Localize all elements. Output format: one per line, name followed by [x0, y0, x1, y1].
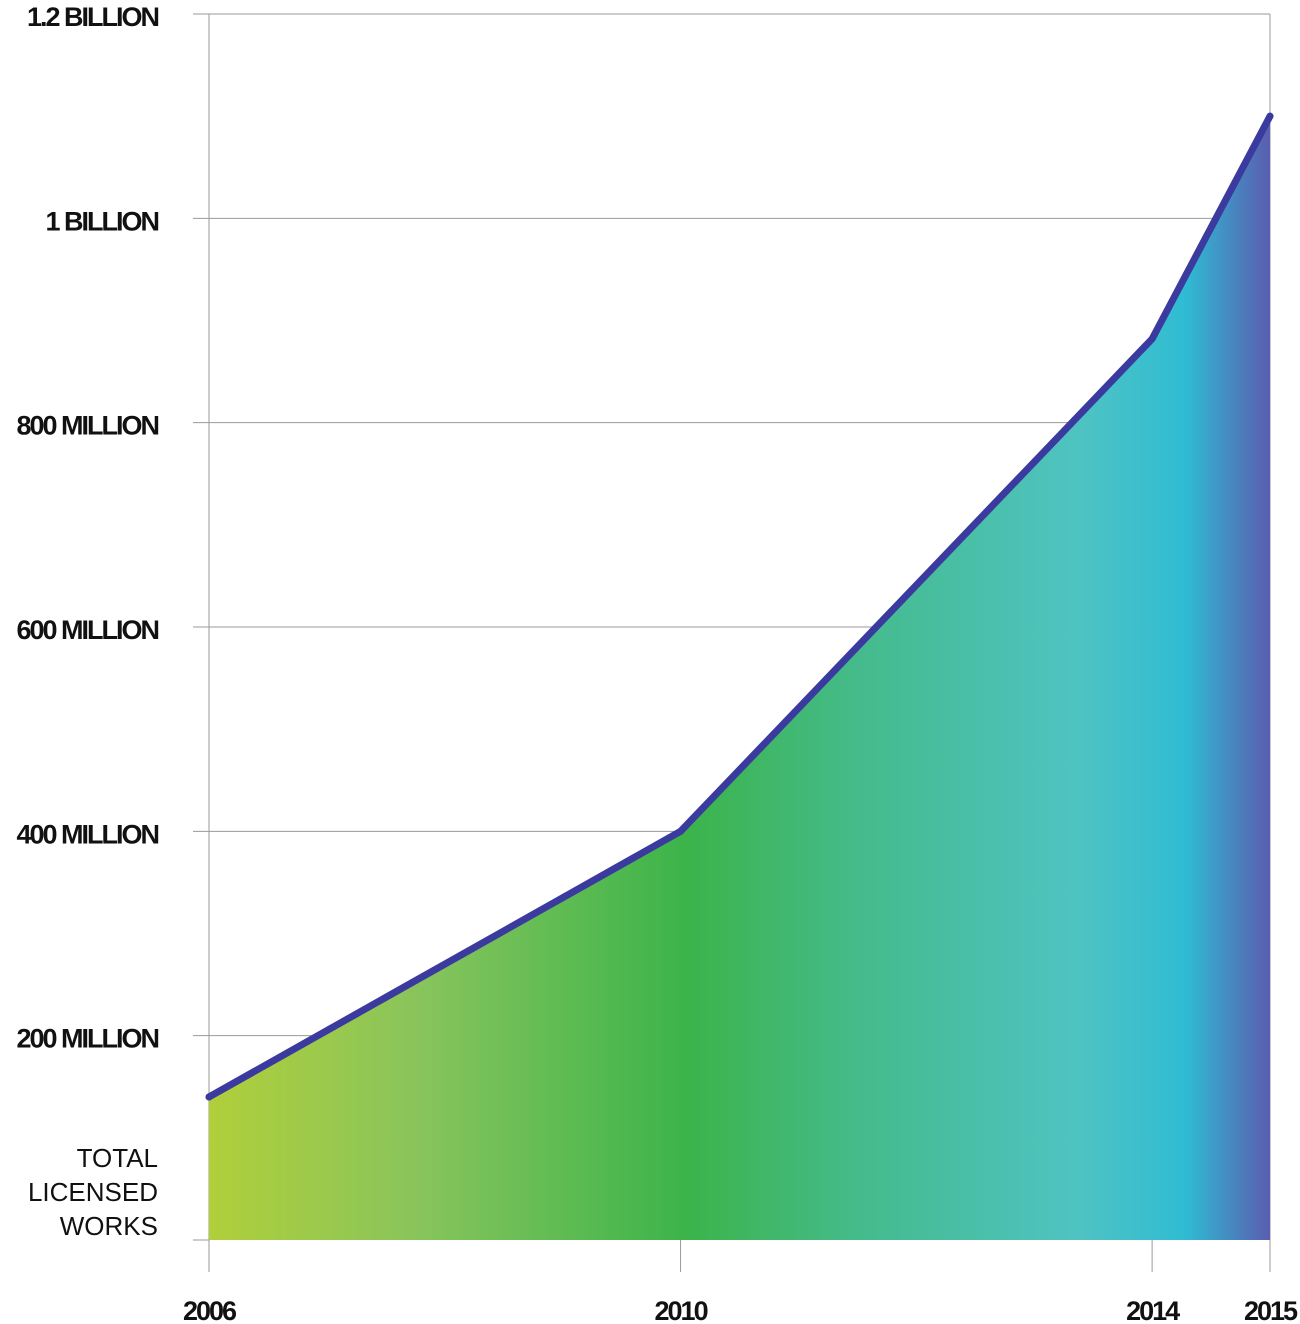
data-point-2006 — [205, 1093, 213, 1101]
x-tick-labels: 2006 2010 2014 2015 — [183, 1296, 1300, 1324]
y-tick-label: 1 BILLION — [45, 206, 158, 236]
x-tick-label: 2006 — [183, 1296, 237, 1324]
y-axis-label-line: TOTAL — [77, 1143, 158, 1173]
y-tick-label: 800 MILLION — [16, 411, 158, 441]
area-series — [205, 112, 1274, 1241]
y-tick-label: 1.2 BILLION — [27, 2, 159, 32]
y-axis-label-line: WORKS — [60, 1211, 158, 1241]
y-tick-labels: 200 MILLION 400 MILLION 600 MILLION 800 MIL… — [16, 2, 160, 1054]
data-point-2015 — [1266, 112, 1274, 120]
x-tick-label: 2010 — [655, 1296, 708, 1324]
data-point-2010 — [677, 827, 685, 835]
series-line — [205, 112, 1274, 1101]
y-axis-label-line: LICENSED — [28, 1177, 158, 1207]
y-tick-label: 200 MILLION — [16, 1024, 158, 1054]
x-tick-label: 2014 — [1126, 1296, 1180, 1324]
data-point-2014 — [1148, 335, 1156, 343]
y-tick-label: 600 MILLION — [16, 615, 158, 645]
x-tick-label: 2015 — [1244, 1296, 1298, 1324]
y-axis-label: TOTAL LICENSED WORKS — [28, 1143, 158, 1241]
area-fill — [209, 116, 1270, 1241]
y-tick-label: 400 MILLION — [16, 819, 158, 849]
